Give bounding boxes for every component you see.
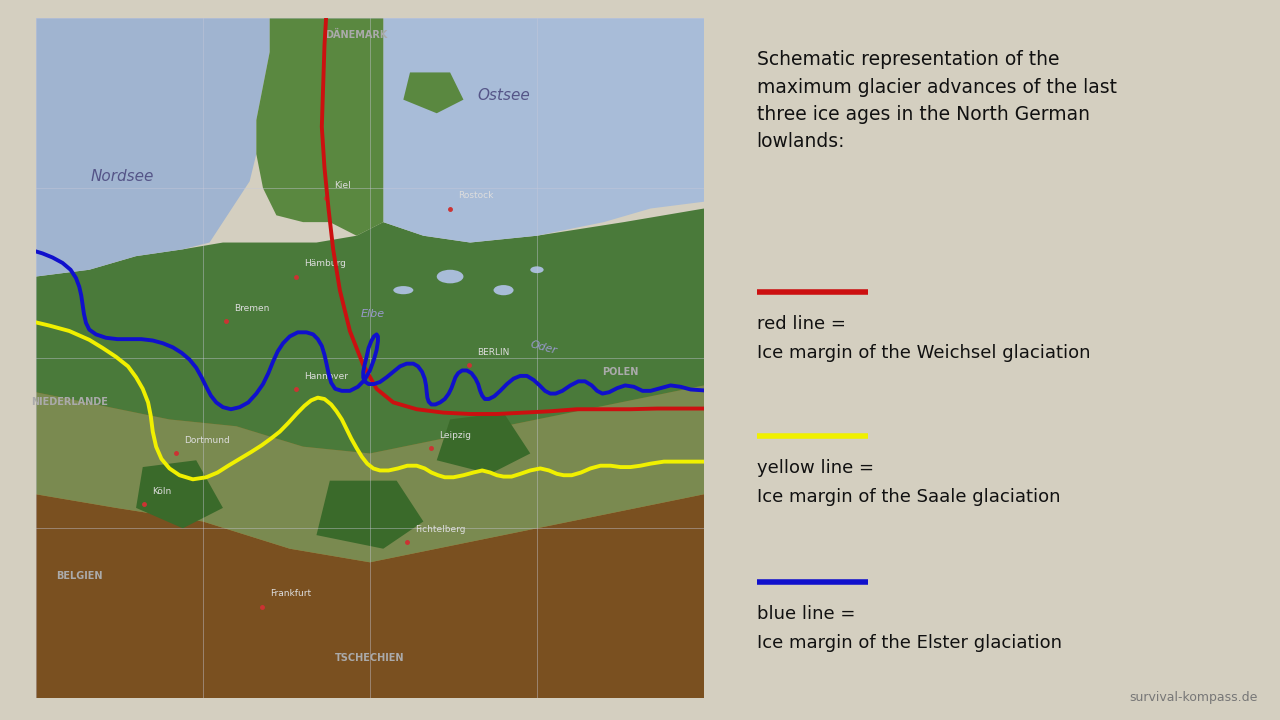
Ellipse shape: [530, 266, 544, 273]
Text: Leipzig: Leipzig: [439, 431, 471, 440]
Text: Ice margin of the Elster glaciation: Ice margin of the Elster glaciation: [756, 634, 1061, 652]
Text: Kiel: Kiel: [334, 181, 351, 190]
Polygon shape: [436, 413, 530, 474]
Text: Nordsee: Nordsee: [91, 169, 155, 184]
Polygon shape: [36, 385, 704, 562]
Polygon shape: [256, 12, 383, 235]
Ellipse shape: [436, 270, 463, 284]
Polygon shape: [36, 209, 704, 454]
Text: yellow line =: yellow line =: [756, 459, 874, 477]
Polygon shape: [383, 12, 704, 243]
Ellipse shape: [494, 285, 513, 295]
Text: Oder: Oder: [529, 340, 558, 356]
Text: Ice margin of the Saale glaciation: Ice margin of the Saale glaciation: [756, 488, 1060, 506]
Text: Bremen: Bremen: [234, 304, 270, 312]
Polygon shape: [36, 12, 270, 276]
Text: Fichtelberg: Fichtelberg: [415, 525, 465, 534]
Text: Ostsee: Ostsee: [477, 88, 530, 103]
Text: red line =: red line =: [756, 315, 846, 333]
Ellipse shape: [393, 286, 413, 294]
Text: Frankfurt: Frankfurt: [270, 590, 311, 598]
Text: Hämburg: Hämburg: [305, 259, 347, 269]
Text: Köln: Köln: [152, 487, 172, 496]
Polygon shape: [136, 460, 223, 528]
Text: Dortmund: Dortmund: [184, 436, 230, 445]
Text: Ice margin of the Weichsel glaciation: Ice margin of the Weichsel glaciation: [756, 344, 1091, 362]
Text: survival-kompass.de: survival-kompass.de: [1129, 691, 1258, 704]
Polygon shape: [403, 73, 463, 113]
Text: NIEDERLANDE: NIEDERLANDE: [31, 397, 108, 408]
Polygon shape: [36, 495, 704, 698]
Text: Hannover: Hannover: [305, 372, 348, 381]
Polygon shape: [316, 481, 424, 549]
Text: POLEN: POLEN: [603, 367, 639, 377]
Text: BELGIEN: BELGIEN: [56, 572, 102, 581]
Text: DÄNEMARK: DÄNEMARK: [325, 30, 388, 40]
Text: blue line =: blue line =: [756, 605, 855, 623]
Text: TSCHECHIEN: TSCHECHIEN: [335, 653, 404, 663]
Text: Elbe: Elbe: [361, 309, 385, 319]
Text: BERLIN: BERLIN: [477, 348, 509, 357]
Text: Schematic representation of the
maximum glacier advances of the last
three ice a: Schematic representation of the maximum …: [756, 50, 1116, 151]
Text: Rostock: Rostock: [458, 192, 494, 200]
Polygon shape: [36, 358, 704, 698]
